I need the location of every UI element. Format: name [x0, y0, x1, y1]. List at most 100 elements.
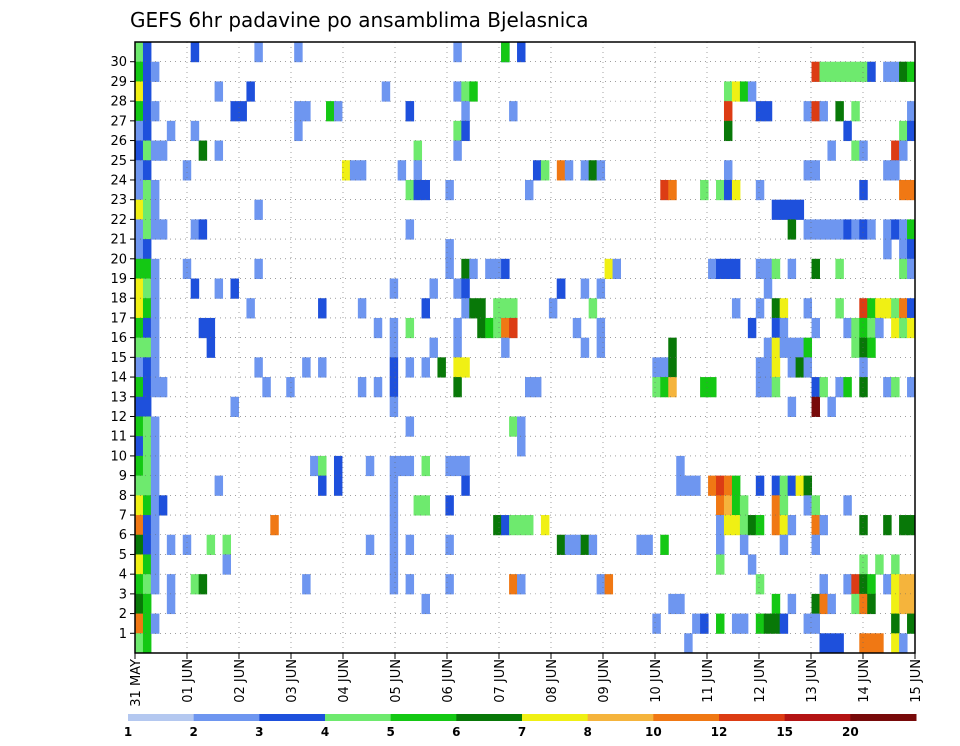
heatmap-cell — [445, 534, 454, 555]
legend-swatch — [390, 714, 457, 721]
legend-swatch — [850, 714, 917, 721]
heatmap-cell — [580, 160, 590, 181]
heatmap-cell — [150, 298, 160, 319]
heatmap-cell — [397, 455, 407, 477]
heatmap-cell — [270, 515, 279, 536]
heatmap-cell — [779, 199, 789, 220]
heatmap-cell — [469, 298, 478, 319]
heatmap-cell — [135, 278, 144, 299]
heatmap-cell — [907, 101, 916, 122]
heatmap-cell — [142, 436, 152, 457]
heatmap-cell — [755, 258, 765, 280]
legend-swatch — [325, 714, 392, 721]
x-tick-label: 12 JUN — [753, 659, 768, 703]
heatmap-cell — [859, 633, 868, 654]
heatmap-cell — [150, 495, 160, 516]
heatmap-cell — [453, 81, 462, 102]
heatmap-cell — [158, 140, 168, 161]
heatmap-cell — [803, 101, 813, 122]
legend-label: 8 — [583, 725, 591, 739]
heatmap-cell — [779, 613, 789, 634]
heatmap-cell — [525, 515, 534, 536]
heatmap-cell — [851, 219, 860, 240]
heatmap-cell — [150, 258, 160, 280]
heatmap-cell — [819, 101, 828, 122]
heatmap-cell — [445, 495, 454, 516]
heatmap-cell — [859, 61, 868, 82]
heatmap-cell — [254, 199, 263, 220]
heatmap-cell — [556, 278, 566, 299]
heatmap-cell — [811, 495, 820, 516]
heatmap-cell — [644, 534, 653, 555]
y-tick-label: 19 — [110, 272, 127, 287]
heatmap-cell — [150, 436, 160, 457]
heatmap-cell — [135, 475, 144, 496]
heatmap-cell — [214, 278, 224, 299]
heatmap-cell — [755, 574, 765, 595]
heatmap-cell — [604, 574, 614, 595]
y-tick-label: 27 — [110, 114, 127, 129]
heatmap-cell — [891, 219, 900, 240]
heatmap-cell — [731, 495, 741, 516]
x-tick-label: 01 JUN — [181, 659, 196, 703]
heatmap-cell — [819, 574, 828, 595]
heatmap-cell — [135, 219, 144, 240]
y-tick-label: 23 — [110, 193, 127, 208]
heatmap-cell — [899, 593, 908, 615]
heatmap-cell — [755, 298, 765, 319]
heatmap-cell — [190, 278, 200, 299]
legend-swatch — [587, 714, 654, 721]
heatmap-cell — [485, 258, 494, 280]
x-tick-labels: 31 MAY 01 JUN 02 JUN 03 JUN 04 JUN 05 JUN 06 J… — [129, 653, 924, 707]
heatmap-cell — [421, 495, 430, 516]
y-tick-label: 30 — [110, 55, 127, 70]
color-legend: 1 2 3 4 5 6 7 8 10 12 15 20 — [124, 714, 917, 739]
heatmap-cell — [636, 534, 645, 555]
heatmap-cell — [150, 179, 160, 201]
heatmap-cell — [246, 81, 255, 102]
heatmap-cell — [835, 101, 844, 122]
heatmap-cell — [660, 377, 669, 398]
legend-swatch — [653, 714, 720, 721]
heatmap-cell — [580, 337, 590, 358]
heatmap-cell — [413, 179, 423, 201]
heatmap-cell — [859, 140, 868, 161]
heatmap-cell — [389, 337, 399, 358]
heatmap-cell — [445, 239, 454, 260]
heatmap-cell — [509, 574, 518, 595]
heatmap-cell — [150, 416, 160, 437]
heatmap-cell — [135, 455, 144, 477]
heatmap-cell — [739, 495, 749, 516]
heatmap-cell — [142, 554, 152, 575]
heatmap-cell — [453, 317, 462, 339]
heatmap-cell — [142, 199, 152, 220]
heatmap-cell — [612, 258, 622, 280]
heatmap-cell — [373, 377, 383, 398]
heatmap-cell — [787, 258, 797, 280]
heatmap-cell — [517, 42, 526, 63]
heatmap-cell — [461, 81, 470, 102]
heatmap-cell — [827, 396, 836, 417]
heatmap-cell — [891, 160, 900, 181]
y-tick-label: 26 — [110, 134, 127, 149]
heatmap-cell — [142, 120, 152, 142]
heatmap-cell — [875, 633, 884, 654]
heatmap-cell — [190, 574, 200, 595]
heatmap-cell — [891, 554, 900, 575]
heatmap-cell — [851, 140, 860, 161]
heatmap-cell — [811, 396, 820, 417]
heatmap-cell — [899, 317, 908, 339]
heatmap-cell — [867, 61, 876, 82]
heatmap-cell — [716, 534, 725, 555]
heatmap-cell — [771, 593, 781, 615]
heatmap-cell — [596, 574, 606, 595]
heatmap-cell — [135, 534, 144, 555]
heatmap-cell — [668, 337, 677, 358]
heatmap-cell — [421, 455, 430, 477]
heatmap-cell — [771, 357, 781, 378]
y-tick-label: 21 — [110, 233, 127, 248]
heatmap-cell — [596, 317, 606, 339]
grid-layer — [135, 42, 915, 653]
heatmap-cell — [198, 219, 208, 240]
heatmap-cell — [150, 377, 160, 398]
